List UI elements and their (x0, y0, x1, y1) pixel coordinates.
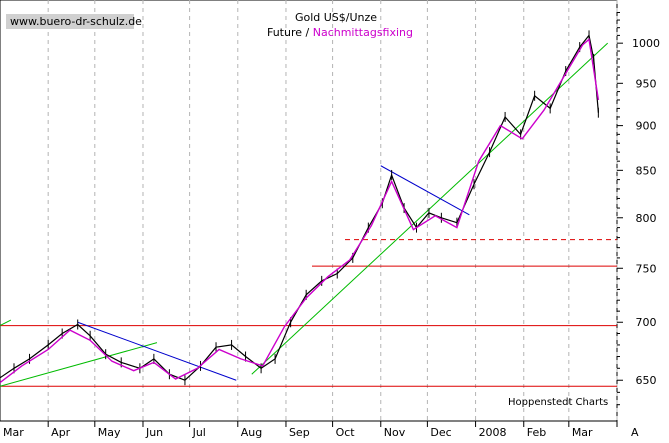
y-tick-label: 1000 (632, 37, 660, 50)
plot-frame (0, 0, 618, 422)
x-tick-label: Feb (527, 426, 546, 439)
series-layer (0, 30, 600, 386)
axis-layer: Mar Apr May Jun Jul Aug Sep Oct Nov Dec 2008 Feb Mar… (3, 11, 660, 439)
y-tick-label: 900 (636, 120, 657, 133)
y-tick-label: 650 (636, 374, 657, 387)
watermark-background (6, 14, 134, 29)
y-tick-label: 850 (636, 164, 657, 177)
downtrend-line (77, 321, 237, 381)
credit-text: Hoppenstedt Charts (508, 397, 608, 408)
subtitle-fixing: Nachmittagsfixing (313, 26, 413, 39)
uptrend-line (0, 319, 12, 327)
x-tick-label: Sep (289, 426, 310, 439)
uptrend-line (0, 342, 158, 387)
y-tick-label: 950 (636, 77, 657, 90)
x-tick-label: A (631, 426, 639, 439)
grid-layer (47, 0, 618, 421)
chart-subtitle: Future / Nachmittagsfixing (267, 26, 413, 39)
x-tick-label: 2008 (479, 426, 507, 439)
uptrend-line (251, 42, 609, 375)
x-tick-label: Aug (241, 426, 262, 439)
chart-title: Gold US$/Unze (295, 11, 377, 24)
x-tick-label: Jun (145, 426, 163, 439)
x-tick-label: Dec (430, 426, 451, 439)
reference-lines (0, 239, 617, 387)
x-tick-label: Apr (51, 426, 71, 439)
y-tick-label: 800 (636, 212, 657, 225)
subtitle-future: Future / (267, 26, 313, 39)
downtrend-line (380, 165, 470, 216)
watermark-text: www.buero-dr-schulz.de (10, 15, 142, 28)
x-tick-label: Mar (572, 426, 593, 439)
x-tick-label: Nov (384, 426, 406, 439)
x-tick-label: Mar (3, 426, 24, 439)
y-tick-label: 700 (636, 316, 657, 329)
x-tick-label: Oct (336, 426, 356, 439)
x-tick-label: Jul (192, 426, 206, 439)
trendlines (0, 42, 609, 387)
x-tick-label: May (98, 426, 121, 439)
fixing-series-line (0, 37, 600, 384)
y-tick-label: 750 (636, 262, 657, 275)
